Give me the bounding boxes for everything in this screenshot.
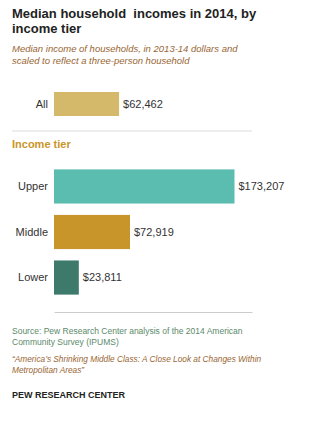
footer: PEW RESEARCH CENTER	[12, 390, 126, 400]
divider	[12, 131, 252, 132]
bars	[54, 92, 234, 295]
data-label: $173,207	[238, 180, 284, 192]
source-line: Community Survey (IPUMS)	[12, 337, 119, 347]
quote-line: Metropolitan Areas”	[12, 365, 85, 375]
title-line: Median household incomes in 2014, by	[12, 6, 257, 21]
tier-header: Income tier	[12, 138, 71, 150]
title-line: income tier	[12, 21, 81, 36]
data-label: $62,462	[123, 98, 163, 110]
category-labels: All Upper Middle Lower	[16, 98, 49, 284]
x-axis	[55, 312, 253, 313]
category-label: Middle	[16, 226, 48, 238]
data-label: $72,919	[134, 226, 174, 238]
subtitle-line: scaled to reflect a three-person househo…	[12, 55, 190, 66]
source: Source: Pew Research Center analysis of …	[12, 326, 243, 347]
category-label: All	[36, 98, 48, 110]
footer-line: PEW RESEARCH CENTER	[12, 390, 126, 400]
quote: “America’s Shrinking Middle Class: A Clo…	[12, 354, 261, 375]
data-labels: $62,462 $173,207 $72,919 $23,811	[83, 98, 285, 284]
category-label: Lower	[18, 271, 48, 283]
category-label: Upper	[18, 180, 48, 192]
source-line: Source: Pew Research Center analysis of …	[12, 326, 243, 336]
bar	[54, 260, 79, 294]
data-label: $23,811	[83, 271, 122, 283]
title: Median household incomes in 2014, byinco…	[12, 6, 257, 36]
subtitle-line: Median income of households, in 2013-14 …	[12, 43, 238, 54]
chart: Median household incomes in 2014, byinco…	[0, 0, 311, 434]
x-axis-domain	[55, 312, 253, 313]
bar	[54, 169, 234, 203]
bar	[54, 92, 119, 116]
bar	[54, 215, 130, 249]
quote-line: “America’s Shrinking Middle Class: A Clo…	[12, 354, 261, 364]
subtitle: Median income of households, in 2013-14 …	[12, 43, 238, 66]
